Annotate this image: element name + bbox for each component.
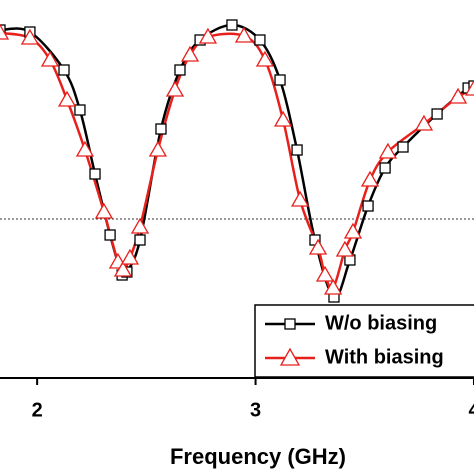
data-marker <box>308 238 328 255</box>
series-line <box>0 23 474 299</box>
data-marker <box>431 108 443 120</box>
data-marker <box>89 168 101 180</box>
data-marker <box>0 23 10 40</box>
data-marker <box>464 79 474 96</box>
data-marker <box>414 114 434 131</box>
data-marker <box>273 110 293 127</box>
data-marker <box>274 74 286 86</box>
x-tick-label: 2 <box>32 399 43 421</box>
data-marker <box>130 217 150 234</box>
data-marker <box>234 26 254 43</box>
data-marker <box>379 162 391 174</box>
data-marker <box>254 34 266 46</box>
data-marker <box>113 260 133 277</box>
data-marker <box>397 141 409 153</box>
data-marker <box>40 50 60 67</box>
data-marker <box>315 265 335 282</box>
data-marker <box>448 87 468 104</box>
data-marker <box>58 64 70 76</box>
data-marker <box>134 234 146 246</box>
data-marker <box>360 170 380 187</box>
data-marker <box>291 144 303 156</box>
data-marker <box>198 27 218 44</box>
data-marker <box>120 248 140 265</box>
legend-label: W/o biasing <box>325 312 437 334</box>
x-tick-label: 3 <box>250 399 261 421</box>
data-marker <box>165 80 185 97</box>
data-marker <box>75 140 95 157</box>
data-marker <box>180 45 200 62</box>
series-line <box>0 31 474 291</box>
data-marker <box>343 222 363 239</box>
data-marker <box>74 104 86 116</box>
data-marker <box>174 64 186 76</box>
data-marker <box>255 50 275 67</box>
data-marker <box>362 200 374 212</box>
data-marker <box>226 19 238 31</box>
data-marker <box>323 278 343 295</box>
data-marker <box>57 90 77 107</box>
data-marker <box>291 190 310 207</box>
legend-marker <box>284 318 296 330</box>
data-marker <box>94 202 114 219</box>
legend-marker <box>279 347 301 366</box>
x-axis-label: Frequency (GHz) <box>170 444 346 469</box>
legend-label: With biasing <box>325 346 444 368</box>
x-tick-label: 4 <box>468 399 474 421</box>
data-marker <box>104 229 116 241</box>
data-marker <box>378 142 398 159</box>
plot-area <box>0 19 474 303</box>
data-marker <box>155 123 167 135</box>
data-marker <box>20 28 40 45</box>
data-marker <box>335 240 355 257</box>
data-marker <box>148 140 168 157</box>
